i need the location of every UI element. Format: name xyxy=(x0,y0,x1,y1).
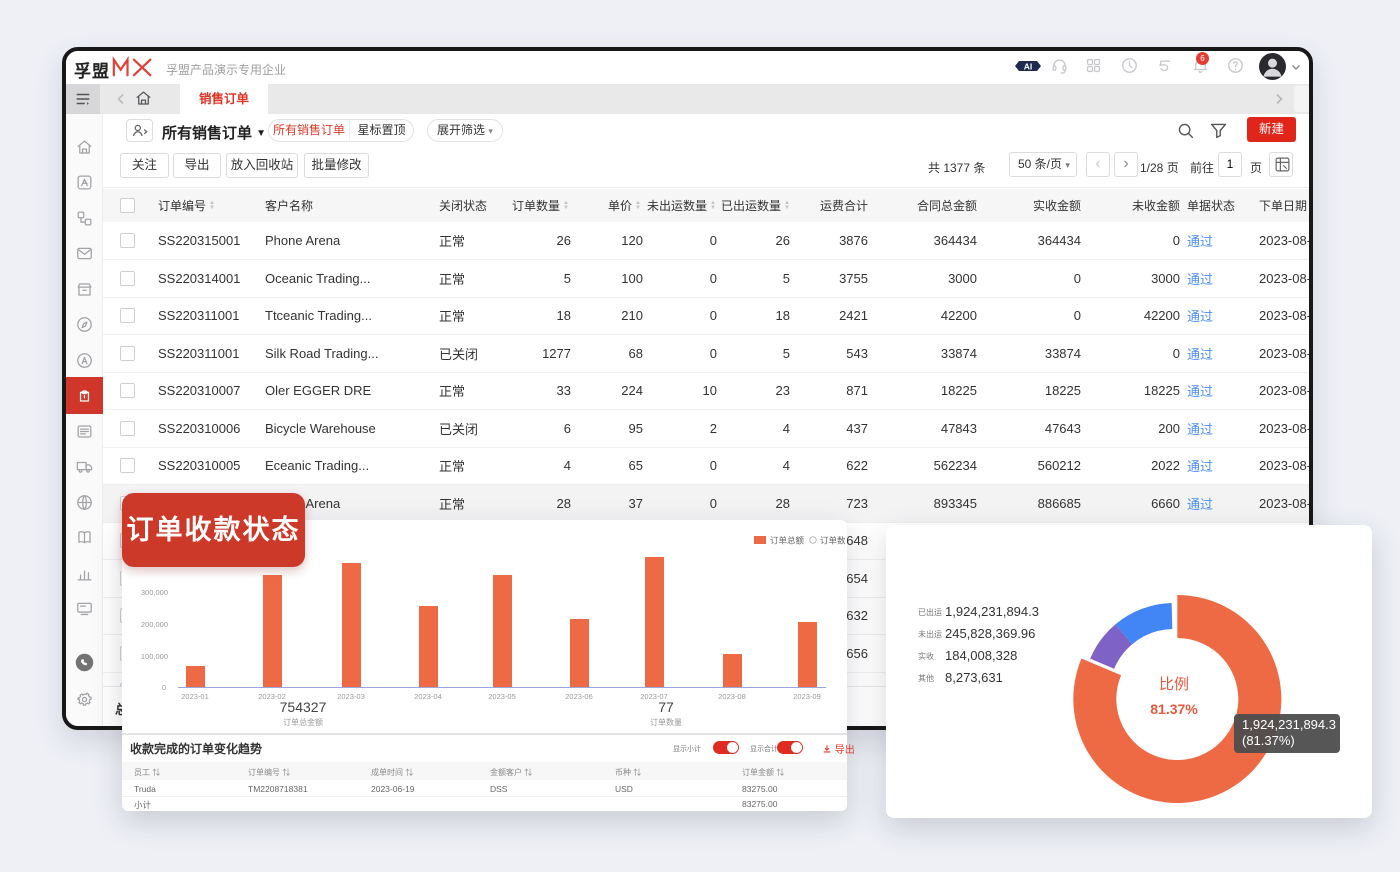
svg-text:比例: 比例 xyxy=(1159,676,1189,693)
svg-text:81.37%: 81.37% xyxy=(1150,701,1198,717)
svg-text:订单总额: 订单总额 xyxy=(770,536,805,546)
svg-text:订单数量: 订单数量 xyxy=(820,536,845,546)
svg-text:AI: AI xyxy=(1024,61,1033,71)
